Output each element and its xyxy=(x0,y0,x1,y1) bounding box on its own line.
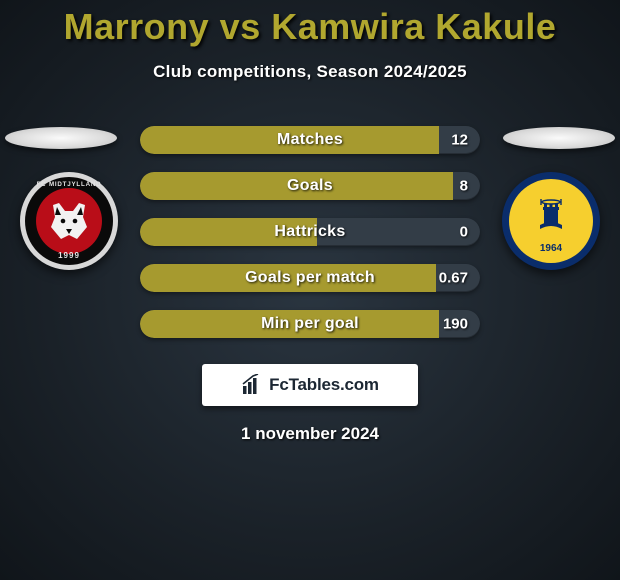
stat-row: Goals8 xyxy=(140,172,480,200)
player-right-photo-placeholder xyxy=(503,127,615,149)
badge-left-inner xyxy=(36,188,102,254)
stat-value: 12 xyxy=(451,132,468,149)
page-title: Marrony vs Kamwira Kakule xyxy=(0,0,620,48)
stat-row: Matches12 xyxy=(140,126,480,154)
stat-fill-left xyxy=(140,264,436,292)
tower-icon xyxy=(536,199,566,235)
stat-row: Hattricks0 xyxy=(140,218,480,246)
stat-fill-left xyxy=(140,310,439,338)
stat-row: Goals per match0.67 xyxy=(140,264,480,292)
brand-text: FcTables.com xyxy=(269,375,379,395)
badge-left-year: 1999 xyxy=(25,251,113,260)
badge-left-club-text: FC MIDTJYLLAND xyxy=(25,181,113,188)
stat-fill-left xyxy=(140,126,439,154)
stats-list: Matches12 Goals8 Hattricks0 Goals per match… xyxy=(140,126,480,338)
player-left-photo-placeholder xyxy=(5,127,117,149)
badge-right-year: 1964 xyxy=(509,243,593,254)
team-badge-left: FC MIDTJYLLAND 1999 xyxy=(20,172,118,270)
stat-value: 0 xyxy=(460,224,468,241)
stat-value: 190 xyxy=(443,316,468,333)
date-text: 1 november 2024 xyxy=(0,424,620,444)
team-badge-right: ★ 1964 xyxy=(502,172,600,270)
bar-chart-icon xyxy=(241,374,263,396)
comparison-arena: FC MIDTJYLLAND 1999 ★ xyxy=(0,108,620,348)
stat-value: 0.67 xyxy=(439,270,468,287)
fox-head-icon xyxy=(47,199,91,243)
stat-fill-left xyxy=(140,218,317,246)
stat-row: Min per goal190 xyxy=(140,310,480,338)
stat-value: 8 xyxy=(460,178,468,195)
brand-box[interactable]: FcTables.com xyxy=(202,364,418,406)
stat-fill-left xyxy=(140,172,453,200)
badge-right-inner: 1964 xyxy=(509,179,593,263)
subtitle: Club competitions, Season 2024/2025 xyxy=(0,62,620,82)
